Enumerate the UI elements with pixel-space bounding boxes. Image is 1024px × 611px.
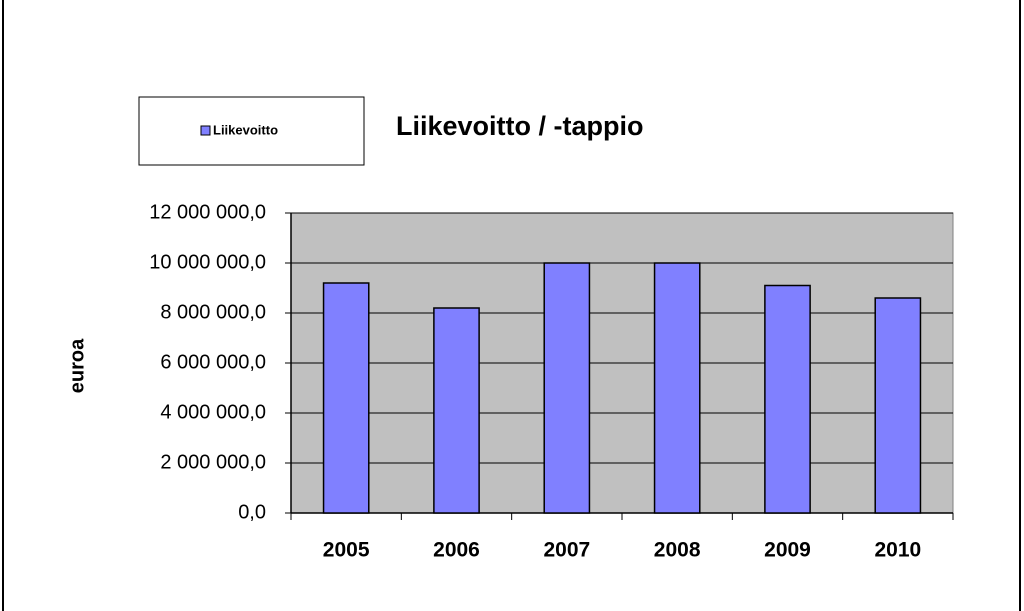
y-tick-label: 8 000 000,0 — [160, 301, 266, 323]
x-tick-label: 2008 — [654, 539, 701, 562]
bar — [874, 297, 922, 514]
y-tick-label: 12 000 000,0 — [149, 201, 266, 223]
x-tick-label: 2010 — [874, 539, 921, 562]
y-tick-label: 4 000 000,0 — [160, 401, 266, 423]
legend-label: Liikevoitto — [213, 122, 278, 137]
y-tick-label: 2 000 000,0 — [160, 451, 266, 473]
y-axis-label: euroa — [66, 338, 88, 393]
x-tick-label: 2009 — [764, 539, 811, 562]
bar — [764, 284, 811, 514]
legend-box — [138, 96, 365, 166]
y-tick-label: 0,0 — [238, 501, 266, 523]
legend-swatch — [200, 125, 211, 136]
x-tick-label: 2005 — [323, 539, 370, 562]
chart-title: Liikevoitto / -tappio — [396, 111, 644, 141]
bar — [543, 262, 591, 514]
y-tick-label: 6 000 000,0 — [160, 351, 266, 373]
x-tick-label: 2007 — [543, 539, 590, 562]
bar — [653, 262, 701, 514]
bar — [433, 307, 480, 514]
y-tick-label: 10 000 000,0 — [149, 251, 266, 273]
x-tick-label: 2006 — [433, 539, 480, 562]
bar — [322, 282, 370, 514]
